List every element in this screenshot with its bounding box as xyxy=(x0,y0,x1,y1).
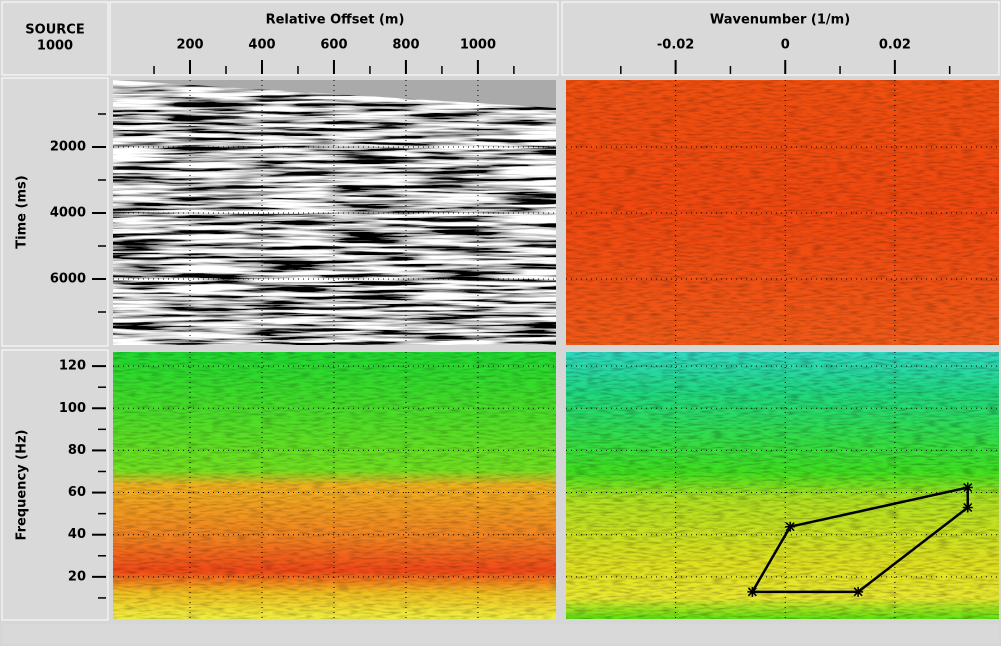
polygon-vertex xyxy=(962,502,973,513)
y-tick-label: 80 xyxy=(68,443,86,458)
x-tick-label: -0.02 xyxy=(657,38,694,53)
polygon-vertex xyxy=(853,586,864,597)
x-tick-label: 600 xyxy=(320,38,347,53)
panel-texture xyxy=(566,352,999,619)
axis-title: Frequency (Hz) xyxy=(15,430,30,541)
y-tick-label: 100 xyxy=(59,401,86,416)
mute-polygon xyxy=(750,485,970,594)
polygon-vertex xyxy=(785,521,796,532)
axis-title: Relative Offset (m) xyxy=(266,13,405,28)
axis-box xyxy=(561,1,1000,76)
axis-box xyxy=(1,349,109,621)
polygon-vertex xyxy=(747,586,758,597)
x-tick-label: 200 xyxy=(176,38,203,53)
corner-box xyxy=(1,1,109,76)
y-tick-label: 2000 xyxy=(50,140,86,155)
y-tick-label: 120 xyxy=(59,359,86,374)
corner-label: SOURCE xyxy=(25,23,84,38)
x-tick-label: 0 xyxy=(781,38,790,53)
y-tick-label: 6000 xyxy=(50,272,86,287)
x-tick-label: 400 xyxy=(248,38,275,53)
y-tick-label: 60 xyxy=(68,485,86,500)
x-tick-label: 800 xyxy=(392,38,419,53)
panel-texture xyxy=(113,352,556,619)
panel-texture xyxy=(566,80,999,345)
y-tick-label: 20 xyxy=(68,569,86,584)
seismic-panel xyxy=(113,80,556,345)
x-tick-label: 1000 xyxy=(460,38,496,53)
status-bar xyxy=(2,624,999,644)
axis-title: Wavenumber (1/m) xyxy=(710,13,850,28)
axis-title: Time (ms) xyxy=(15,175,30,248)
polygon-vertex xyxy=(962,482,973,493)
axis-box xyxy=(1,77,109,347)
y-tick-label: 4000 xyxy=(50,206,86,221)
y-tick-label: 40 xyxy=(68,527,86,542)
corner-label: 1000 xyxy=(37,39,73,54)
muted-zone xyxy=(113,80,556,108)
x-tick-label: 0.02 xyxy=(879,38,911,53)
